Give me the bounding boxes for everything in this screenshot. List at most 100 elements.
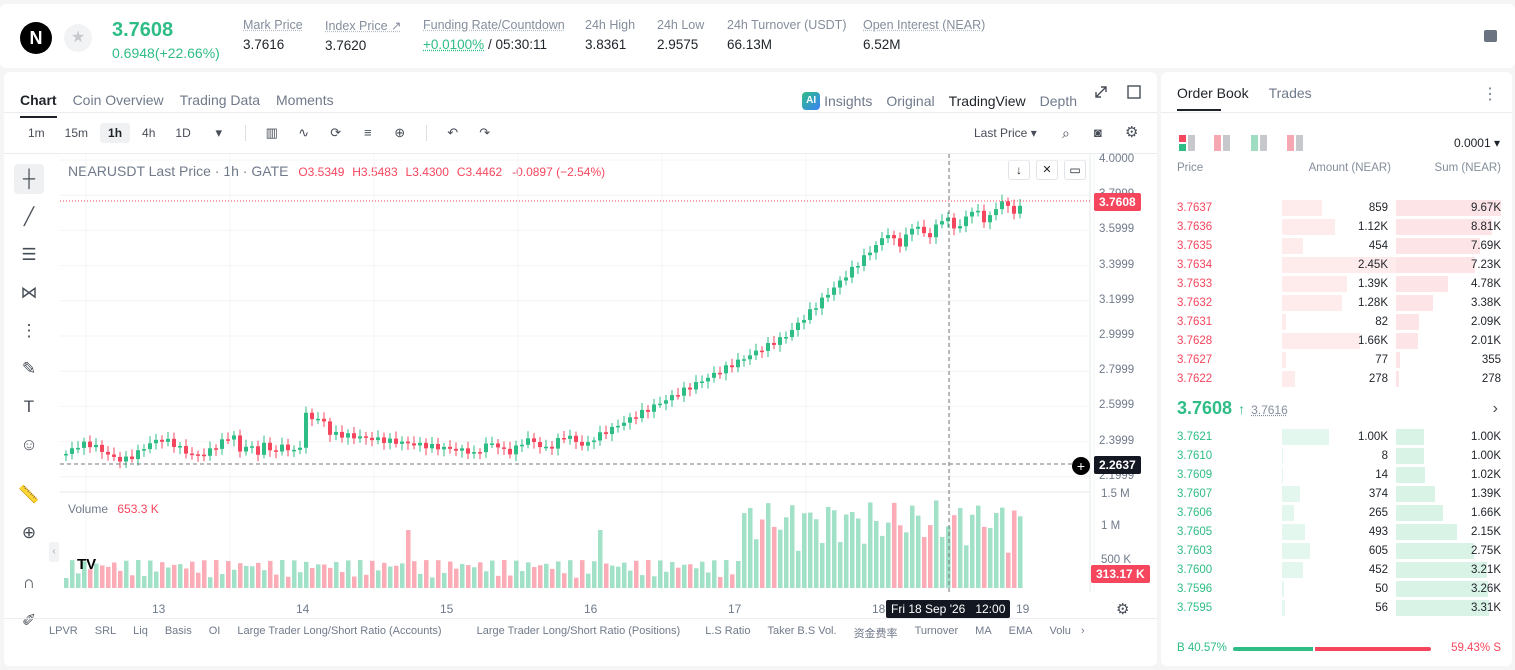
precision-select[interactable]: 0.0001 ▾ [1453, 136, 1500, 150]
stat-label[interactable]: Open Interest (NEAR) [863, 18, 986, 32]
indicator-oi[interactable]: OI [208, 625, 221, 637]
timeframe-1d[interactable]: 1D [175, 126, 191, 140]
replay-icon[interactable]: ⟳ [330, 125, 342, 140]
tab-trading-data[interactable]: Trading Data [179, 92, 261, 108]
add-alert-icon[interactable]: ⊕ [394, 125, 406, 140]
ask-row[interactable]: 3.7627 77 355 [1161, 351, 1512, 370]
timeframe-1h[interactable]: 1h [100, 123, 131, 143]
bid-row[interactable]: 3.7609 14 1.02K [1161, 466, 1512, 485]
ask-row[interactable]: 3.7635 454 7.69K [1161, 237, 1512, 256]
mid-mark-price[interactable]: 3.7616 [1251, 403, 1288, 417]
indicator-ema[interactable]: EMA [1008, 625, 1033, 637]
timeframe-15m[interactable]: 15m [64, 126, 89, 140]
ask-row[interactable]: 3.7637 859 9.67K [1161, 199, 1512, 218]
view-both-icon[interactable] [1179, 135, 1195, 151]
projection-tool-icon[interactable]: ⋮ [20, 321, 38, 340]
timeframe-1m[interactable]: 1m [28, 126, 45, 140]
funding-rate-value[interactable]: +0.0100% [423, 37, 485, 52]
ask-row[interactable]: 3.7631 82 2.09K [1161, 313, 1512, 332]
book-icon[interactable] [1484, 30, 1497, 42]
chevron-down-icon[interactable]: ▾ [215, 125, 222, 140]
indicator-turnover[interactable]: Turnover [914, 625, 959, 637]
chevron-right-icon[interactable]: › [1492, 400, 1498, 417]
indicator-funding-rate[interactable]: 资金费率 [853, 628, 898, 640]
tab-moments[interactable]: Moments [276, 92, 334, 108]
candle-body [274, 450, 278, 452]
text-tool-icon[interactable]: T [23, 397, 35, 416]
stat-label[interactable]: Mark Price [243, 18, 303, 32]
ask-row[interactable]: 3.7636 1.12K 8.81K [1161, 218, 1512, 237]
expand-icon[interactable] [1094, 85, 1108, 99]
indicator-liq[interactable]: Liq [133, 625, 148, 637]
brush-tool-icon[interactable]: ✎ [21, 359, 37, 378]
pencil-lock-icon[interactable]: ✐ [21, 611, 37, 630]
more-options-icon[interactable]: ⋮ [1482, 86, 1498, 103]
tab-trades[interactable]: Trades [1268, 85, 1312, 101]
bid-row[interactable]: 3.7595 56 3.31K [1161, 599, 1512, 618]
tab-original[interactable]: Original [886, 93, 935, 109]
magnet-tool-icon[interactable]: ∩ [22, 573, 36, 592]
tab-depth[interactable]: Depth [1039, 93, 1077, 109]
volume-bar [700, 561, 705, 588]
settings-axis-icon[interactable]: ⚙ [1116, 601, 1130, 618]
add-order-icon[interactable]: + [1072, 457, 1090, 475]
redo-icon[interactable]: ↷ [479, 125, 491, 140]
indicators-icon[interactable]: ∿ [298, 125, 310, 140]
indicator-taker-bs-vol[interactable]: Taker B.S Vol. [767, 625, 837, 637]
window-icon[interactable] [1127, 85, 1141, 99]
ask-row[interactable]: 3.7622 278 278 [1161, 370, 1512, 389]
bid-row[interactable]: 3.7610 8 1.00K [1161, 447, 1512, 466]
indicator-volume[interactable]: Volu [1049, 625, 1071, 637]
indicator-ltlsr-positions[interactable]: Large Trader Long/Short Ratio (Positions… [476, 625, 681, 637]
tab-tradingview[interactable]: TradingView [948, 93, 1026, 109]
favorite-star-icon[interactable]: ★ [64, 24, 92, 52]
ask-row[interactable]: 3.7628 1.66K 2.01K [1161, 332, 1512, 351]
price-type-select[interactable]: Last Price ▾ [974, 126, 1037, 140]
pattern-tool-icon[interactable]: ⋈ [20, 283, 38, 302]
trend-line-tool-icon[interactable]: ╱ [23, 207, 35, 226]
tab-order-book[interactable]: Order Book [1177, 85, 1249, 111]
candlestick-chart[interactable] [4, 72, 1157, 666]
ask-row[interactable]: 3.7633 1.39K 4.78K [1161, 275, 1512, 294]
tab-chart[interactable]: Chart [20, 92, 57, 118]
indicator-srl[interactable]: SRL [94, 625, 117, 637]
bid-row[interactable]: 3.7603 605 2.75K [1161, 542, 1512, 561]
stat-label[interactable]: Index Price ↗ [325, 19, 402, 33]
emoji-tool-icon[interactable]: ☺ [20, 435, 38, 454]
tab-coin-overview[interactable]: Coin Overview [72, 92, 164, 108]
camera-icon[interactable]: ◙ [1094, 125, 1102, 140]
bid-row[interactable]: 3.7596 50 3.26K [1161, 580, 1512, 599]
zoom-in-tool-icon[interactable]: ⊕ [21, 523, 37, 542]
indicator-lpvr[interactable]: LPVR [49, 625, 78, 637]
candle-type-icon[interactable]: ▥ [265, 125, 278, 140]
volume-bar [136, 560, 141, 588]
undo-icon[interactable]: ↶ [447, 125, 459, 140]
bid-row[interactable]: 3.7621 1.00K 1.00K [1161, 428, 1512, 447]
bid-row[interactable]: 3.7606 265 1.66K [1161, 504, 1512, 523]
stat-label[interactable]: Funding Rate/Countdown [423, 18, 565, 32]
view-asks-icon[interactable] [1214, 135, 1230, 151]
timeframe-4h[interactable]: 4h [142, 126, 156, 140]
bid-row[interactable]: 3.7600 452 3.21K [1161, 561, 1512, 580]
chevron-right-icon[interactable]: › [1080, 625, 1085, 637]
candle-body [928, 233, 932, 238]
search-icon[interactable]: ⌕ [1062, 125, 1070, 141]
indicator-ls-ratio[interactable]: L.S Ratio [705, 625, 751, 637]
view-bids-icon[interactable] [1251, 135, 1267, 151]
templates-icon[interactable]: ≡ [363, 125, 372, 140]
ask-row[interactable]: 3.7632 1.28K 3.38K [1161, 294, 1512, 313]
indicator-ma[interactable]: MA [975, 625, 992, 637]
indicator-ltlsr-accounts[interactable]: Large Trader Long/Short Ratio (Accounts) [237, 625, 442, 637]
indicator-basis[interactable]: Basis [164, 625, 192, 637]
ruler-tool-icon[interactable]: 📏 [18, 485, 40, 504]
tab-insights[interactable]: Insights [824, 93, 873, 109]
crosshair-tool-icon[interactable]: ┼ [14, 164, 44, 194]
gear-icon[interactable]: ⚙ [1125, 124, 1139, 141]
fib-tool-icon[interactable]: ☰ [21, 245, 37, 264]
volume-bar [796, 550, 801, 588]
ask-row[interactable]: 3.7634 2.45K 7.23K [1161, 256, 1512, 275]
collapse-toolbar-icon[interactable]: ‹ [49, 542, 59, 562]
view-large-icon[interactable] [1287, 135, 1303, 151]
bid-row[interactable]: 3.7605 493 2.15K [1161, 523, 1512, 542]
bid-row[interactable]: 3.7607 374 1.39K [1161, 485, 1512, 504]
